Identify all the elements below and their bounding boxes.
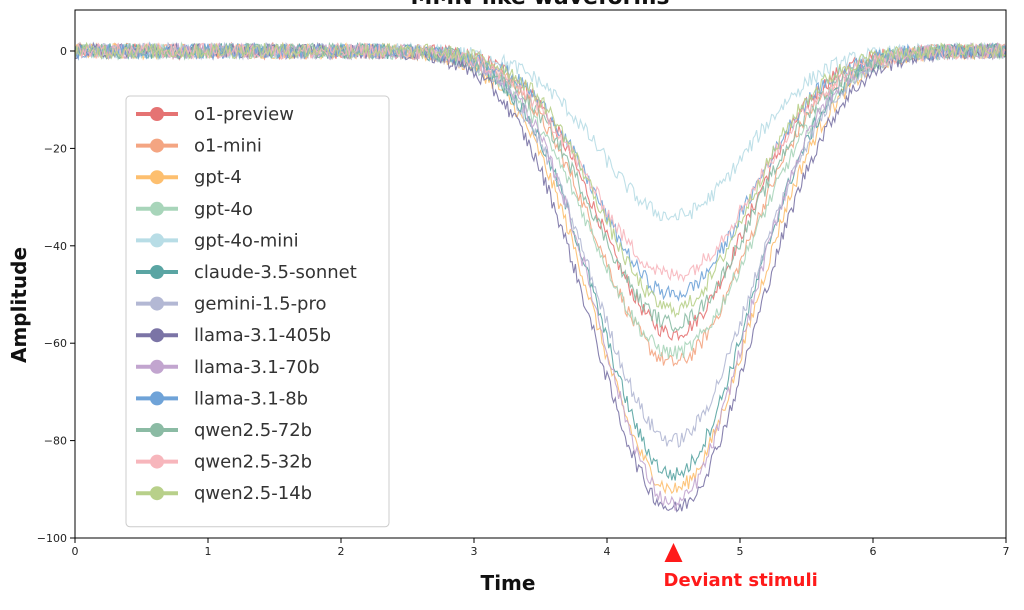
legend-entry-label: o1-mini — [194, 136, 262, 157]
legend-swatch-marker — [150, 265, 164, 279]
legend: o1-preview o1-mini gpt-4 gpt-4o gpt-4o-mini c… — [125, 95, 390, 528]
legend-swatch-marker — [150, 170, 164, 185]
legend-entry-label: llama-3.1-70b — [194, 357, 320, 378]
legend-swatch-marker — [150, 296, 164, 311]
legend-entry-label: qwen2.5-32b — [194, 452, 312, 473]
x-tick-label: 3 — [471, 545, 478, 558]
x-tick-label: 0 — [72, 545, 79, 558]
y-tick-label: 0 — [60, 45, 67, 58]
legend-swatch-marker — [150, 486, 164, 501]
legend-swatch-marker — [150, 359, 164, 374]
legend-entry-label: o1-preview — [194, 104, 294, 125]
legend-swatch-marker — [150, 201, 164, 216]
legend-swatch-marker — [150, 391, 164, 406]
legend-swatch-marker — [150, 423, 164, 437]
plot-frame — [74, 9, 1007, 539]
legend-entry-label: qwen2.5-14b — [194, 483, 312, 504]
legend-entry-label: gemini-1.5-pro — [194, 294, 327, 315]
series-layer — [74, 41, 1007, 513]
y-tick-label: −100 — [37, 532, 67, 545]
legend-entry-label: gpt-4o-mini — [194, 230, 299, 251]
x-tick-label: 6 — [870, 545, 877, 558]
legend-entry-label: claude-3.5-sonnet — [194, 262, 357, 283]
y-tick-label: −20 — [44, 142, 67, 155]
y-tick-label: −40 — [44, 240, 67, 253]
y-axis-label: Amplitude — [7, 247, 31, 363]
x-tick-label: 2 — [338, 545, 345, 558]
legend-entry-label: gpt-4o — [194, 199, 253, 220]
deviant-stimuli-marker — [664, 543, 683, 562]
legend-entry-label: qwen2.5-72b — [194, 420, 312, 441]
x-axis-label: Time — [481, 571, 536, 595]
x-tick-label: 5 — [737, 545, 744, 558]
legend-entry-label: llama-3.1-405b — [194, 325, 331, 346]
chart-title: MMN-like waveforms — [410, 0, 669, 10]
y-tick-label: −80 — [44, 435, 67, 448]
x-tick-label: 4 — [604, 545, 611, 558]
x-tick-label: 7 — [1003, 545, 1010, 558]
x-tick-label: 1 — [205, 545, 212, 558]
legend-swatch-marker — [150, 138, 164, 153]
legend-entry-label: gpt-4 — [194, 167, 242, 188]
legend-box — [125, 95, 390, 528]
legend-swatch-marker — [150, 454, 164, 469]
legend-entry-label: llama-3.1-8b — [194, 388, 308, 409]
legend-swatch-marker — [150, 328, 164, 343]
y-tick-label: −60 — [44, 337, 67, 350]
legend-swatch-marker — [150, 233, 164, 248]
series-line-qwen2.5-14b — [74, 41, 1007, 319]
x-axis-ticks: 0 1 2 3 4 5 6 7 — [72, 538, 1010, 558]
legend-swatch-marker — [150, 107, 164, 121]
y-axis-ticks: 0 −20 −40 −60 −80 −100 — [37, 45, 75, 545]
deviant-stimuli-label: Deviant stimuli — [664, 570, 818, 591]
